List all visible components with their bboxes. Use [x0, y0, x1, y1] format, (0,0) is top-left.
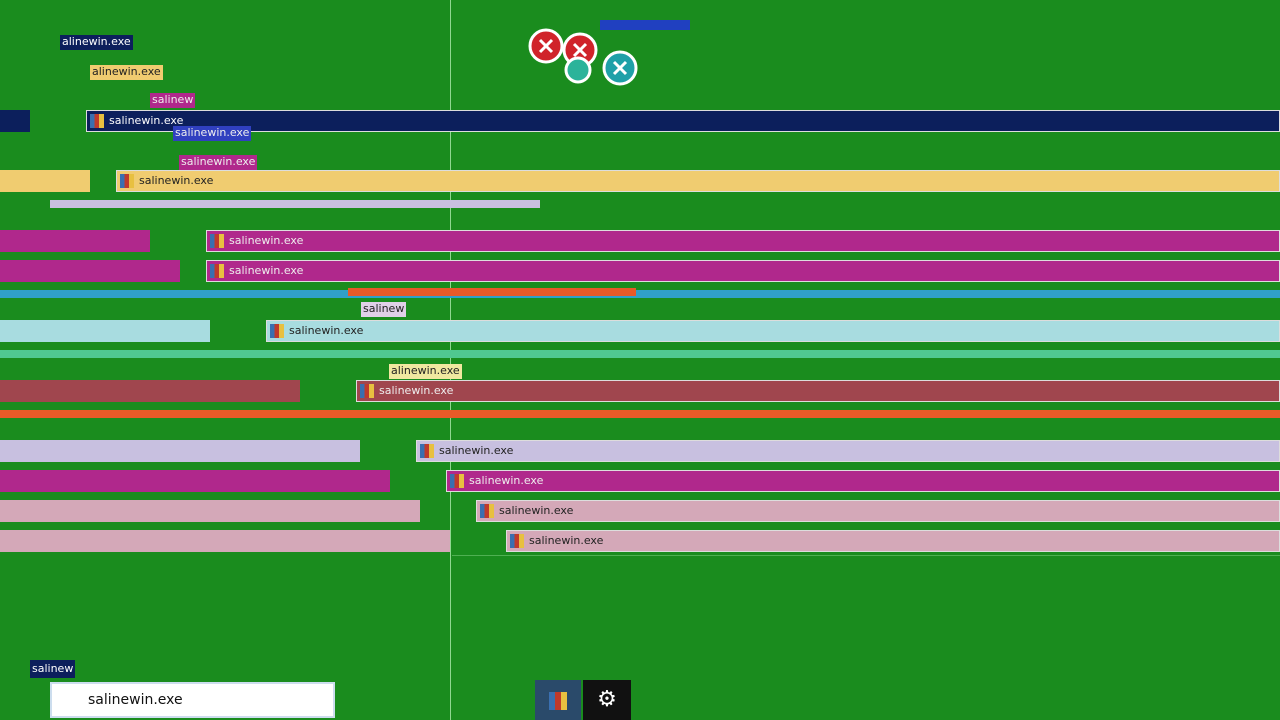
- error-icons: [528, 20, 690, 86]
- window-title: salinewin.exe: [289, 324, 364, 337]
- glitch-strip: [0, 410, 1280, 418]
- window-strip: [0, 500, 420, 522]
- window-strip: [0, 380, 300, 402]
- vline: [450, 0, 451, 720]
- window-title-bar[interactable]: [506, 530, 1280, 552]
- app-icon: [210, 264, 224, 278]
- window-strip: [0, 230, 150, 252]
- app-icon: [270, 324, 284, 338]
- window-title: salinewin.exe: [499, 504, 574, 517]
- label-fragment: alinewin.exe: [389, 364, 462, 379]
- window-title-bar[interactable]: [416, 440, 1280, 462]
- window-strip: [0, 170, 90, 192]
- window-title-bar[interactable]: [206, 260, 1280, 282]
- glitch-strip: [0, 350, 1280, 358]
- app-icon: [480, 504, 494, 518]
- label-fragment: alinewin.exe: [60, 35, 133, 50]
- window-title: salinewin.exe: [469, 474, 544, 487]
- glitch-strip: [0, 290, 1280, 298]
- window-strip: [0, 440, 360, 462]
- glitch-strip: [50, 200, 540, 208]
- file-panel: [452, 555, 1280, 680]
- taskbar-settings[interactable]: ⚙: [583, 680, 631, 720]
- window-title: salinewin.exe: [229, 264, 304, 277]
- label-fragment: salinew: [150, 93, 196, 108]
- window-title-bar[interactable]: [116, 170, 1280, 192]
- app-icon: [510, 534, 524, 548]
- window-title: salinewin.exe: [529, 534, 604, 547]
- search-box[interactable]: [50, 682, 335, 718]
- label-fragment: salinewin.exe: [179, 155, 258, 170]
- window-strip: [0, 530, 450, 552]
- window-strip: [0, 110, 30, 132]
- taskbar-app[interactable]: [535, 680, 581, 720]
- window-title: salinewin.exe: [139, 174, 214, 187]
- label-fragment: alinewin.exe: [90, 65, 163, 80]
- window-strip: [0, 320, 210, 342]
- window-title-bar[interactable]: [356, 380, 1280, 402]
- app-icon: [360, 384, 374, 398]
- app-icon: [450, 474, 464, 488]
- app-icon: [420, 444, 434, 458]
- app-icon: [90, 114, 104, 128]
- window-title: salinewin.exe: [229, 234, 304, 247]
- window-title-bar[interactable]: [266, 320, 1280, 342]
- window-title-bar[interactable]: [476, 500, 1280, 522]
- window-title-bar[interactable]: [86, 110, 1280, 132]
- app-icon: [210, 234, 224, 248]
- window-strip: [0, 470, 390, 492]
- label-fragment: salinewin.exe: [173, 126, 252, 141]
- app-icon: [120, 174, 134, 188]
- taskbar-label: salinew: [30, 660, 76, 678]
- window-title: salinewin.exe: [109, 114, 184, 127]
- window-title: salinewin.exe: [379, 384, 454, 397]
- search-text: salinewin.exe: [88, 692, 183, 708]
- glitch-strip: [348, 288, 636, 296]
- window-title-bar[interactable]: [446, 470, 1280, 492]
- window-title-bar[interactable]: [206, 230, 1280, 252]
- window-title: salinewin.exe: [439, 444, 514, 457]
- label-fragment: salinew: [361, 302, 407, 317]
- window-strip: [0, 260, 180, 282]
